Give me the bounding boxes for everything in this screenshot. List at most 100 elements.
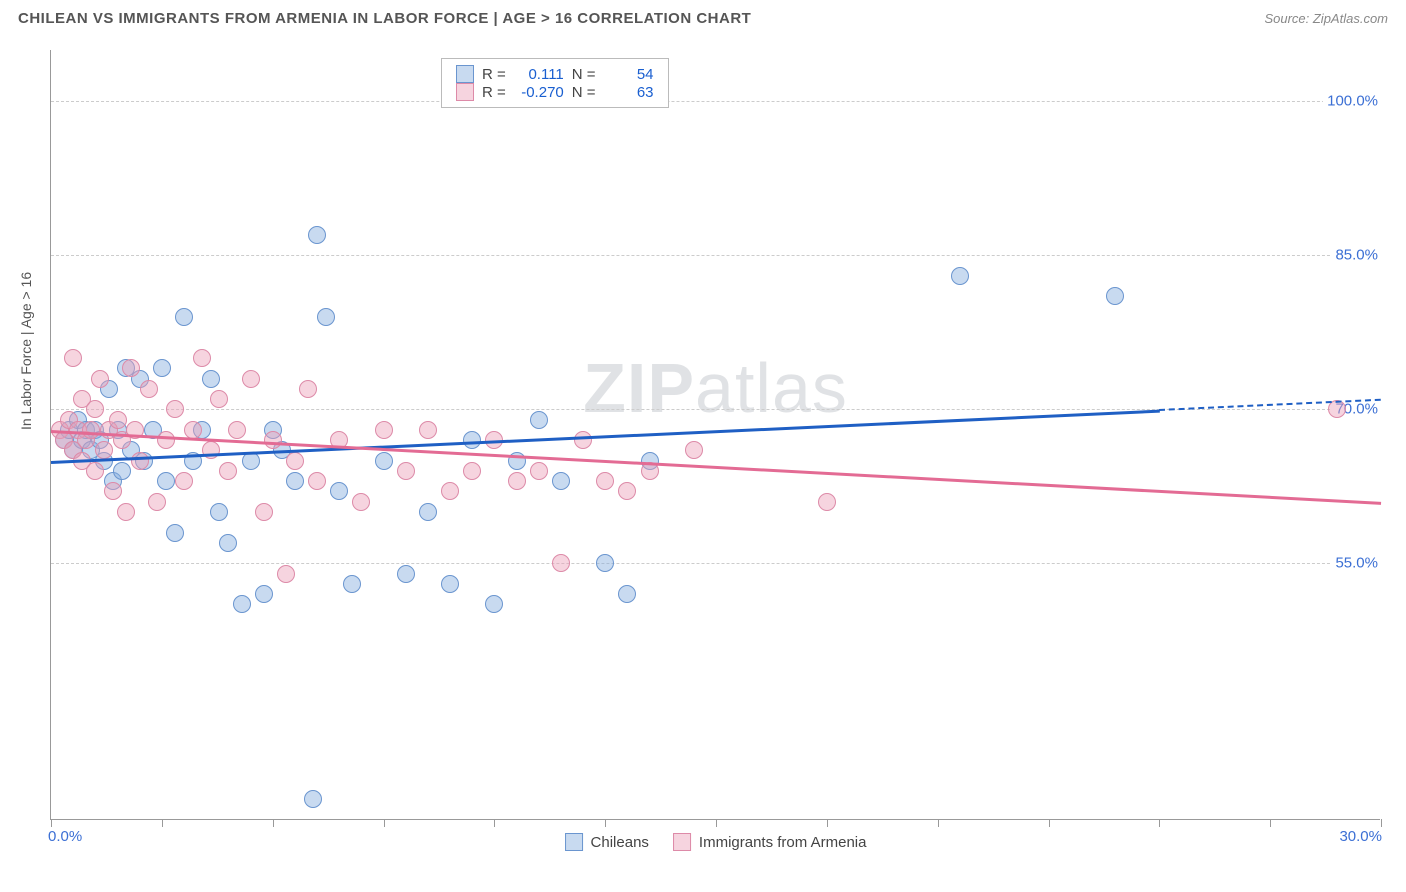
scatter-point xyxy=(441,482,459,500)
x-tick xyxy=(162,819,163,827)
scatter-point xyxy=(552,472,570,490)
scatter-point xyxy=(153,359,171,377)
scatter-point xyxy=(219,534,237,552)
scatter-point xyxy=(193,349,211,367)
scatter-point xyxy=(277,565,295,583)
stat-n-value: 63 xyxy=(604,84,654,101)
x-tick xyxy=(1270,819,1271,827)
scatter-point xyxy=(210,390,228,408)
scatter-point xyxy=(530,462,548,480)
x-tick xyxy=(716,819,717,827)
scatter-point xyxy=(175,472,193,490)
scatter-point xyxy=(441,575,459,593)
x-tick xyxy=(1049,819,1050,827)
gridline xyxy=(51,255,1380,256)
scatter-point xyxy=(375,452,393,470)
scatter-point xyxy=(157,472,175,490)
scatter-point xyxy=(419,503,437,521)
y-tick-label: 85.0% xyxy=(1331,247,1382,264)
trend-line xyxy=(51,409,1159,463)
scatter-point xyxy=(233,595,251,613)
series-swatch xyxy=(456,83,474,101)
legend-label: Chileans xyxy=(591,834,649,851)
scatter-point xyxy=(166,524,184,542)
scatter-point xyxy=(485,595,503,613)
scatter-point xyxy=(64,349,82,367)
scatter-point xyxy=(685,441,703,459)
x-tick xyxy=(938,819,939,827)
scatter-point xyxy=(86,462,104,480)
scatter-point xyxy=(286,472,304,490)
scatter-point xyxy=(228,421,246,439)
scatter-point xyxy=(419,421,437,439)
y-axis-title: In Labor Force | Age > 16 xyxy=(18,272,34,430)
scatter-point xyxy=(202,441,220,459)
watermark-bold: ZIP xyxy=(583,349,695,427)
scatter-point xyxy=(508,472,526,490)
stat-n-label: N = xyxy=(572,84,596,101)
scatter-point xyxy=(91,370,109,388)
scatter-point xyxy=(308,226,326,244)
x-tick xyxy=(51,819,52,827)
x-tick xyxy=(827,819,828,827)
chart-title: CHILEAN VS IMMIGRANTS FROM ARMENIA IN LA… xyxy=(18,10,751,27)
scatter-point xyxy=(82,421,100,439)
series-swatch xyxy=(673,833,691,851)
stats-row: R = 0.111 N = 54 xyxy=(456,65,654,83)
stat-r-label: R = xyxy=(482,66,506,83)
scatter-point xyxy=(86,400,104,418)
scatter-point xyxy=(397,462,415,480)
scatter-point xyxy=(596,554,614,572)
stats-row: R = -0.270 N = 63 xyxy=(456,83,654,101)
x-tick xyxy=(1159,819,1160,827)
scatter-point xyxy=(184,421,202,439)
scatter-point xyxy=(818,493,836,511)
chart-source: Source: ZipAtlas.com xyxy=(1264,11,1388,26)
scatter-point xyxy=(463,462,481,480)
scatter-point xyxy=(596,472,614,490)
series-swatch xyxy=(565,833,583,851)
stat-n-label: N = xyxy=(572,66,596,83)
scatter-point xyxy=(618,585,636,603)
x-tick xyxy=(273,819,274,827)
watermark: ZIPatlas xyxy=(583,348,848,428)
x-axis-min-label: 0.0% xyxy=(48,828,82,845)
scatter-point xyxy=(104,482,122,500)
scatter-point xyxy=(117,503,135,521)
correlation-stats-box: R = 0.111 N = 54 R = -0.270 N = 63 xyxy=(441,58,669,108)
stat-n-value: 54 xyxy=(604,66,654,83)
y-tick-label: 55.0% xyxy=(1331,555,1382,572)
scatter-point xyxy=(317,308,335,326)
gridline xyxy=(51,563,1380,564)
scatter-point xyxy=(166,400,184,418)
legend-item: Immigrants from Armenia xyxy=(673,833,867,851)
scatter-point xyxy=(951,267,969,285)
stat-r-value: 0.111 xyxy=(514,66,564,83)
series-swatch xyxy=(456,65,474,83)
scatter-point xyxy=(397,565,415,583)
x-tick xyxy=(1381,819,1382,827)
scatter-point xyxy=(330,482,348,500)
scatter-point xyxy=(304,790,322,808)
scatter-point xyxy=(175,308,193,326)
chart-plot-area: ZIPatlas R = 0.111 N = 54 R = -0.270 N =… xyxy=(50,50,1380,820)
scatter-point xyxy=(343,575,361,593)
scatter-point xyxy=(148,493,166,511)
scatter-point xyxy=(140,380,158,398)
stat-r-value: -0.270 xyxy=(514,84,564,101)
scatter-point xyxy=(255,503,273,521)
scatter-point xyxy=(242,370,260,388)
chart-header: CHILEAN VS IMMIGRANTS FROM ARMENIA IN LA… xyxy=(0,0,1406,35)
scatter-point xyxy=(219,462,237,480)
legend-item: Chileans xyxy=(565,833,649,851)
scatter-point xyxy=(1106,287,1124,305)
scatter-point xyxy=(157,431,175,449)
scatter-point xyxy=(530,411,548,429)
scatter-point xyxy=(618,482,636,500)
scatter-point xyxy=(352,493,370,511)
scatter-point xyxy=(375,421,393,439)
stat-r-label: R = xyxy=(482,84,506,101)
legend: Chileans Immigrants from Armenia xyxy=(565,833,867,851)
y-tick-label: 100.0% xyxy=(1323,93,1382,110)
scatter-point xyxy=(122,359,140,377)
